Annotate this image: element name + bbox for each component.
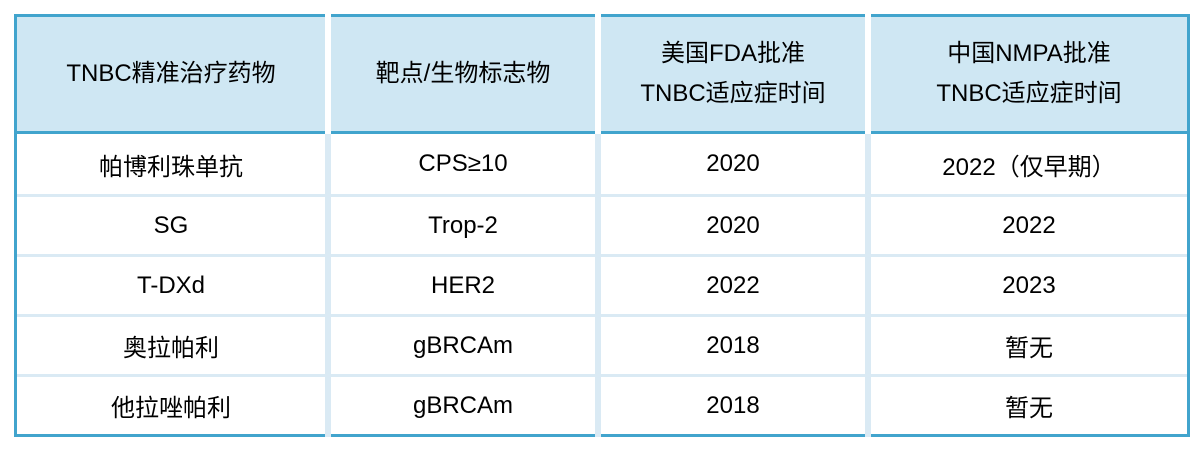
table-cell: 暂无 xyxy=(871,374,1187,434)
table-cell: 2018 xyxy=(601,374,865,434)
header-line: 中国NMPA批准 xyxy=(947,40,1111,67)
tnbc-approval-table: TNBC精准治疗药物帕博利珠单抗 SG T-DXd 奥拉帕利 他拉唑帕利 靶点/生物标志物… xyxy=(14,14,1190,437)
table-cell: 奥拉帕利 xyxy=(17,314,325,374)
table-cell: 2022（仅早期） xyxy=(871,134,1187,194)
header-line: TNBC适应症时间 xyxy=(640,80,826,107)
table-cell: 暂无 xyxy=(871,314,1187,374)
table-column-target-biomarker: 靶点/生物标志物 CPS≥10 Trop-2 HER2 gBRCAm gBRCAm xyxy=(331,14,595,437)
header-cell-target-biomarker: 靶点/生物标志物 xyxy=(331,14,595,134)
header-cell-drug: TNBC精准治疗药物 xyxy=(17,14,325,134)
header-cell-fda-approval-date: 美国FDA批准 TNBC适应症时间 xyxy=(601,14,865,134)
table-cell: SG xyxy=(17,194,325,254)
table-cell: 2018 xyxy=(601,314,865,374)
table-cell: 2020 xyxy=(601,194,865,254)
table-cell: gBRCAm xyxy=(331,374,595,434)
table-cell: 2023 xyxy=(871,254,1187,314)
header-line: TNBC精准治疗药物 xyxy=(66,60,276,87)
table-column-fda-approval-date: 美国FDA批准 TNBC适应症时间 2020 2020 2022 2018 2018 xyxy=(601,14,865,437)
header-line: 美国FDA批准 xyxy=(661,40,805,67)
table-column-drug: TNBC精准治疗药物帕博利珠单抗 SG T-DXd 奥拉帕利 他拉唑帕利 xyxy=(17,14,325,437)
table-cell: 2022 xyxy=(601,254,865,314)
table-cell: gBRCAm xyxy=(331,314,595,374)
header-line: TNBC适应症时间 xyxy=(936,80,1122,107)
header-cell-nmpa-approval-date: 中国NMPA批准 TNBC适应症时间 xyxy=(871,14,1187,134)
table-cell: 帕博利珠单抗 xyxy=(17,134,325,194)
table-cell: Trop-2 xyxy=(331,194,595,254)
table-cell: 2022 xyxy=(871,194,1187,254)
header-line: 靶点/生物标志物 xyxy=(375,60,551,87)
table-cell: 2020 xyxy=(601,134,865,194)
table-cell: CPS≥10 xyxy=(331,134,595,194)
table-cell: 他拉唑帕利 xyxy=(17,374,325,434)
table-cell: T-DXd xyxy=(17,254,325,314)
table-cell: HER2 xyxy=(331,254,595,314)
table-column-nmpa-approval-date: 中国NMPA批准 TNBC适应症时间 2022（仅早期） 2022 2023 暂无 暂无 xyxy=(871,14,1187,437)
